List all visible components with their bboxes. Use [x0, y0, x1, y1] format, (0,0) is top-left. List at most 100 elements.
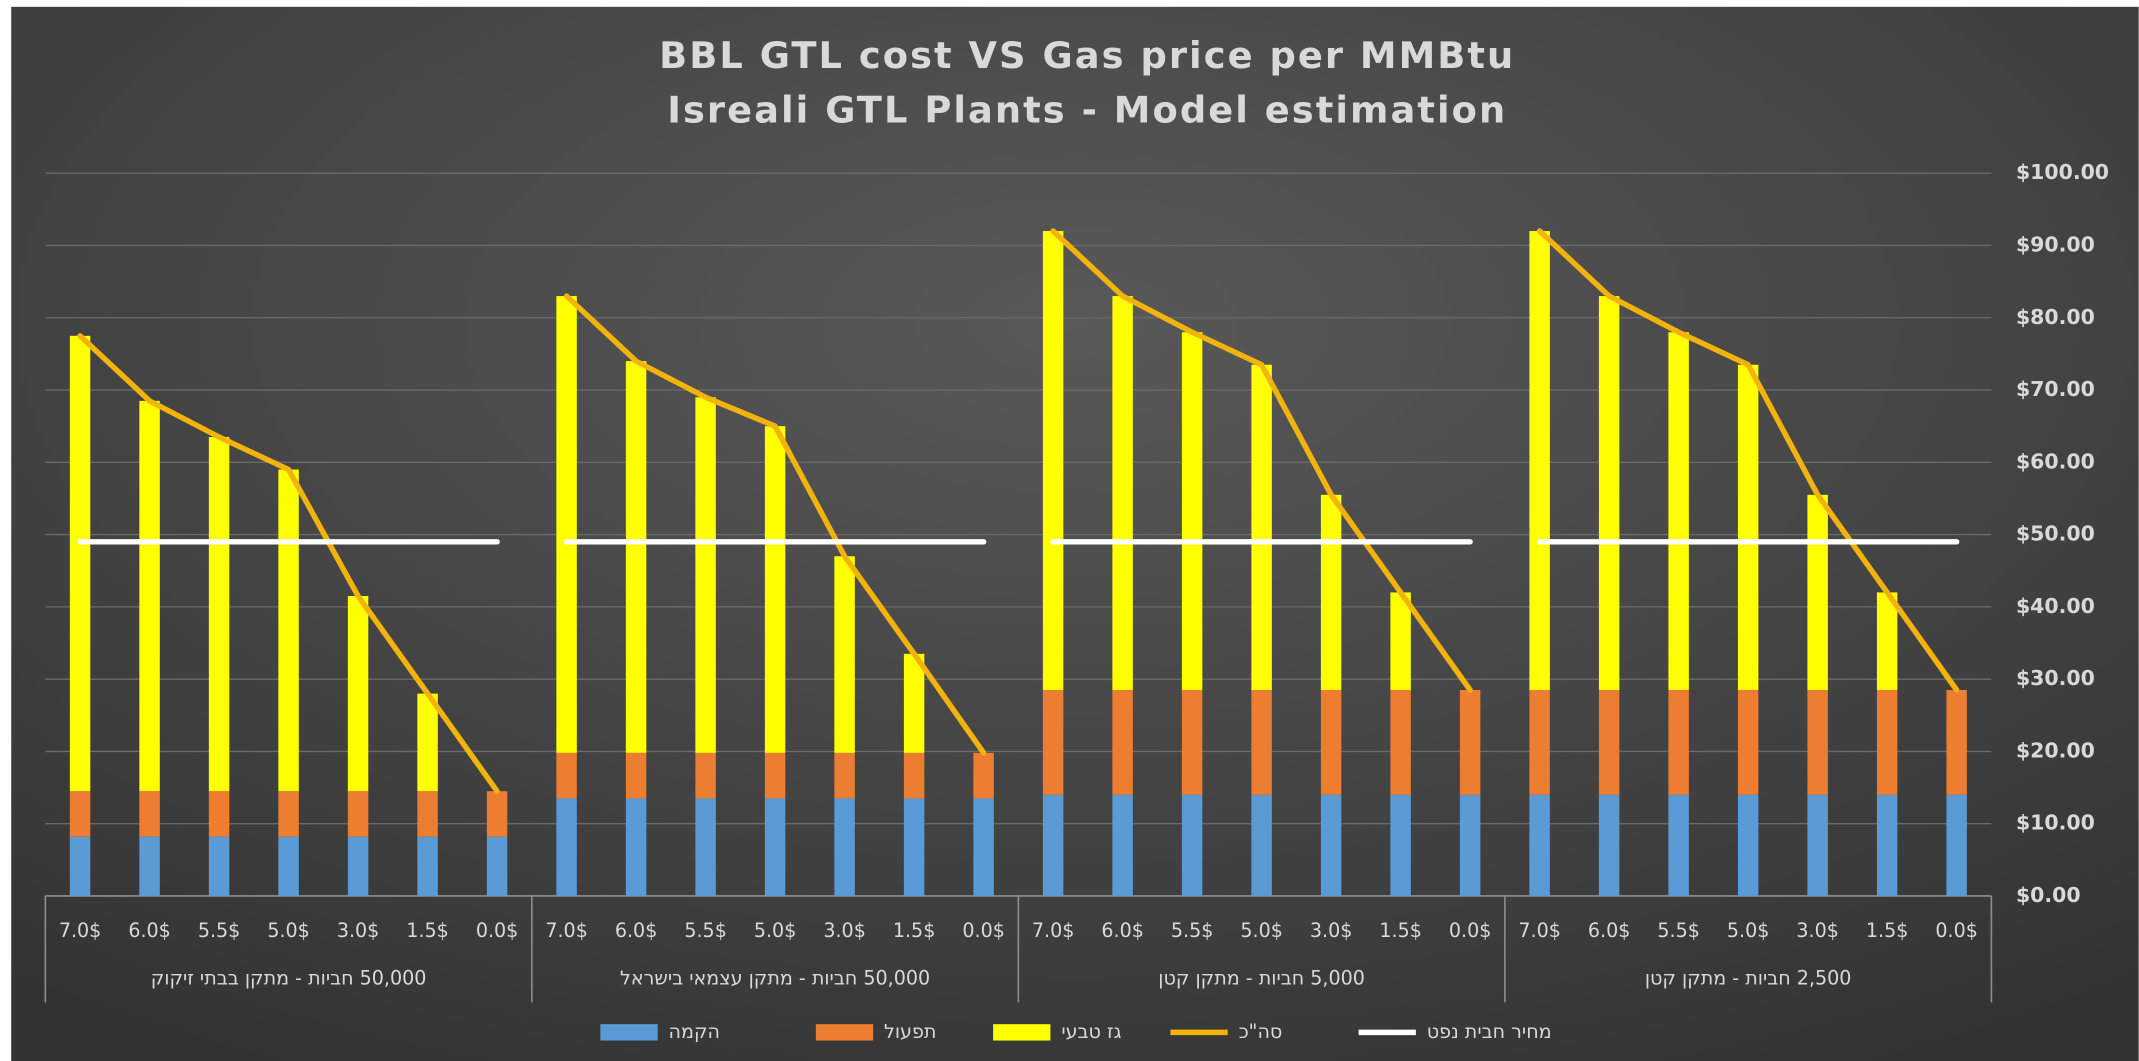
bar-segment	[625, 752, 647, 799]
x-tick-label: 5.0$	[754, 919, 796, 942]
x-tick-label: 5.5$	[1171, 919, 1213, 942]
x-tick-label: 7.0$	[1032, 919, 1074, 942]
legend-label: מחיר חבית נפט	[1427, 1020, 1552, 1043]
bar-segment	[834, 556, 855, 753]
x-tick-label: 7.0$	[1518, 919, 1560, 942]
bar-segment	[1529, 689, 1550, 795]
bar-segment	[1112, 296, 1133, 690]
bar-segment	[556, 798, 577, 896]
y-tick-label: $20.00	[2016, 738, 2095, 762]
x-tick-label: 7.0$	[59, 919, 101, 942]
bar-segment	[1251, 689, 1272, 795]
bar-segment	[695, 752, 716, 799]
x-tick-label: 0.0$	[476, 919, 518, 942]
bar-segment	[834, 798, 855, 896]
y-tick-label: $60.00	[2016, 449, 2095, 473]
bar-segment	[1112, 794, 1133, 896]
group-label: 50,000 חביות - מתקן בבתי זיקוק	[151, 967, 427, 990]
legend-swatch	[600, 1024, 658, 1041]
x-tick-label: 1.5$	[406, 919, 448, 942]
bar-segment	[139, 400, 160, 792]
bar-segment	[278, 469, 299, 792]
bar-segment	[139, 791, 160, 837]
x-tick-label: 1.5$	[893, 919, 935, 942]
bar-segment	[973, 798, 994, 896]
bar-segment	[1181, 689, 1203, 795]
bar-segment	[556, 752, 577, 799]
bar-segment	[1390, 794, 1411, 896]
y-tick-label: $0.00	[2016, 883, 2081, 907]
bar-segment	[1668, 794, 1689, 896]
x-tick-label: 5.0$	[1727, 919, 1769, 942]
x-tick-label: 6.0$	[1101, 919, 1143, 942]
x-tick-label: 5.5$	[684, 919, 726, 942]
bar-segment	[834, 752, 855, 799]
bar-segment	[417, 836, 438, 896]
y-tick-label: $90.00	[2016, 232, 2095, 256]
bar-segment	[1320, 494, 1342, 690]
bar-segment	[1737, 794, 1759, 896]
bar-segment	[1876, 689, 1898, 795]
bar-segment	[1807, 494, 1828, 690]
x-tick-label: 6.0$	[128, 919, 170, 942]
bar-segment	[1946, 794, 1967, 896]
legend-swatch	[993, 1024, 1051, 1041]
bar-segment	[1390, 689, 1411, 795]
bar-segment	[903, 798, 925, 896]
bar-segment	[1668, 332, 1689, 690]
line-series	[563, 293, 987, 756]
y-tick-label: $10.00	[2016, 811, 2095, 835]
bar-segment	[1529, 794, 1550, 896]
x-tick-label: 0.0$	[1935, 919, 1977, 942]
line-series	[77, 333, 500, 794]
line-series	[1536, 228, 1960, 693]
bar-segment	[1737, 364, 1759, 690]
bar-segment	[278, 836, 299, 896]
bar-segment	[1876, 794, 1898, 896]
bar-segment	[347, 836, 369, 896]
x-tick-label: 3.0$	[1796, 919, 1838, 942]
bar-segment	[625, 361, 647, 753]
bar-segment	[1320, 689, 1342, 795]
bar-segment	[69, 791, 91, 837]
chart-title: BBL GTL cost VS Gas price per MMBtu	[659, 34, 1515, 77]
legend-label: תפעול	[884, 1020, 936, 1043]
chart-subtitle: Isreali GTL Plants - Model estimation	[667, 88, 1507, 131]
bar-segment	[1807, 794, 1828, 896]
bar-segment	[1598, 689, 1620, 795]
bar-segment	[1390, 592, 1411, 690]
legend-label: סה"כ	[1239, 1020, 1283, 1043]
bar-segment	[208, 836, 230, 896]
bar-segment	[695, 798, 716, 896]
bar-segment	[1181, 332, 1203, 690]
x-tick-label: 3.0$	[823, 919, 865, 942]
bar-segment	[1876, 592, 1898, 690]
x-tick-label: 3.0$	[1310, 919, 1352, 942]
bar-segment	[69, 836, 91, 896]
y-tick-label: $40.00	[2016, 594, 2095, 618]
bar-segment	[1807, 689, 1828, 795]
bar-segment	[625, 798, 647, 896]
bar-segment	[1251, 364, 1272, 690]
y-tick-label: $80.00	[2016, 305, 2095, 329]
y-tick-label: $30.00	[2016, 666, 2095, 690]
x-tick-label: 3.0$	[337, 919, 379, 942]
x-tick-label: 6.0$	[1588, 919, 1630, 942]
bar-segment	[695, 397, 716, 753]
bar-segment	[1251, 794, 1272, 896]
bar-segment	[208, 791, 230, 837]
bar-segment	[903, 752, 925, 799]
x-tick-label: 1.5$	[1866, 919, 1908, 942]
bar-segment	[417, 693, 438, 792]
bar-segment	[903, 653, 925, 753]
bar-segment	[1459, 794, 1481, 896]
bar-segment	[1042, 794, 1064, 896]
x-tick-label: 0.0$	[1449, 919, 1491, 942]
y-tick-label: $70.00	[2016, 377, 2095, 401]
bar-segment	[1598, 794, 1620, 896]
bar-segment	[1668, 689, 1689, 795]
legend-label: גז טבעי	[1061, 1020, 1121, 1043]
bar-segment	[1181, 794, 1203, 896]
